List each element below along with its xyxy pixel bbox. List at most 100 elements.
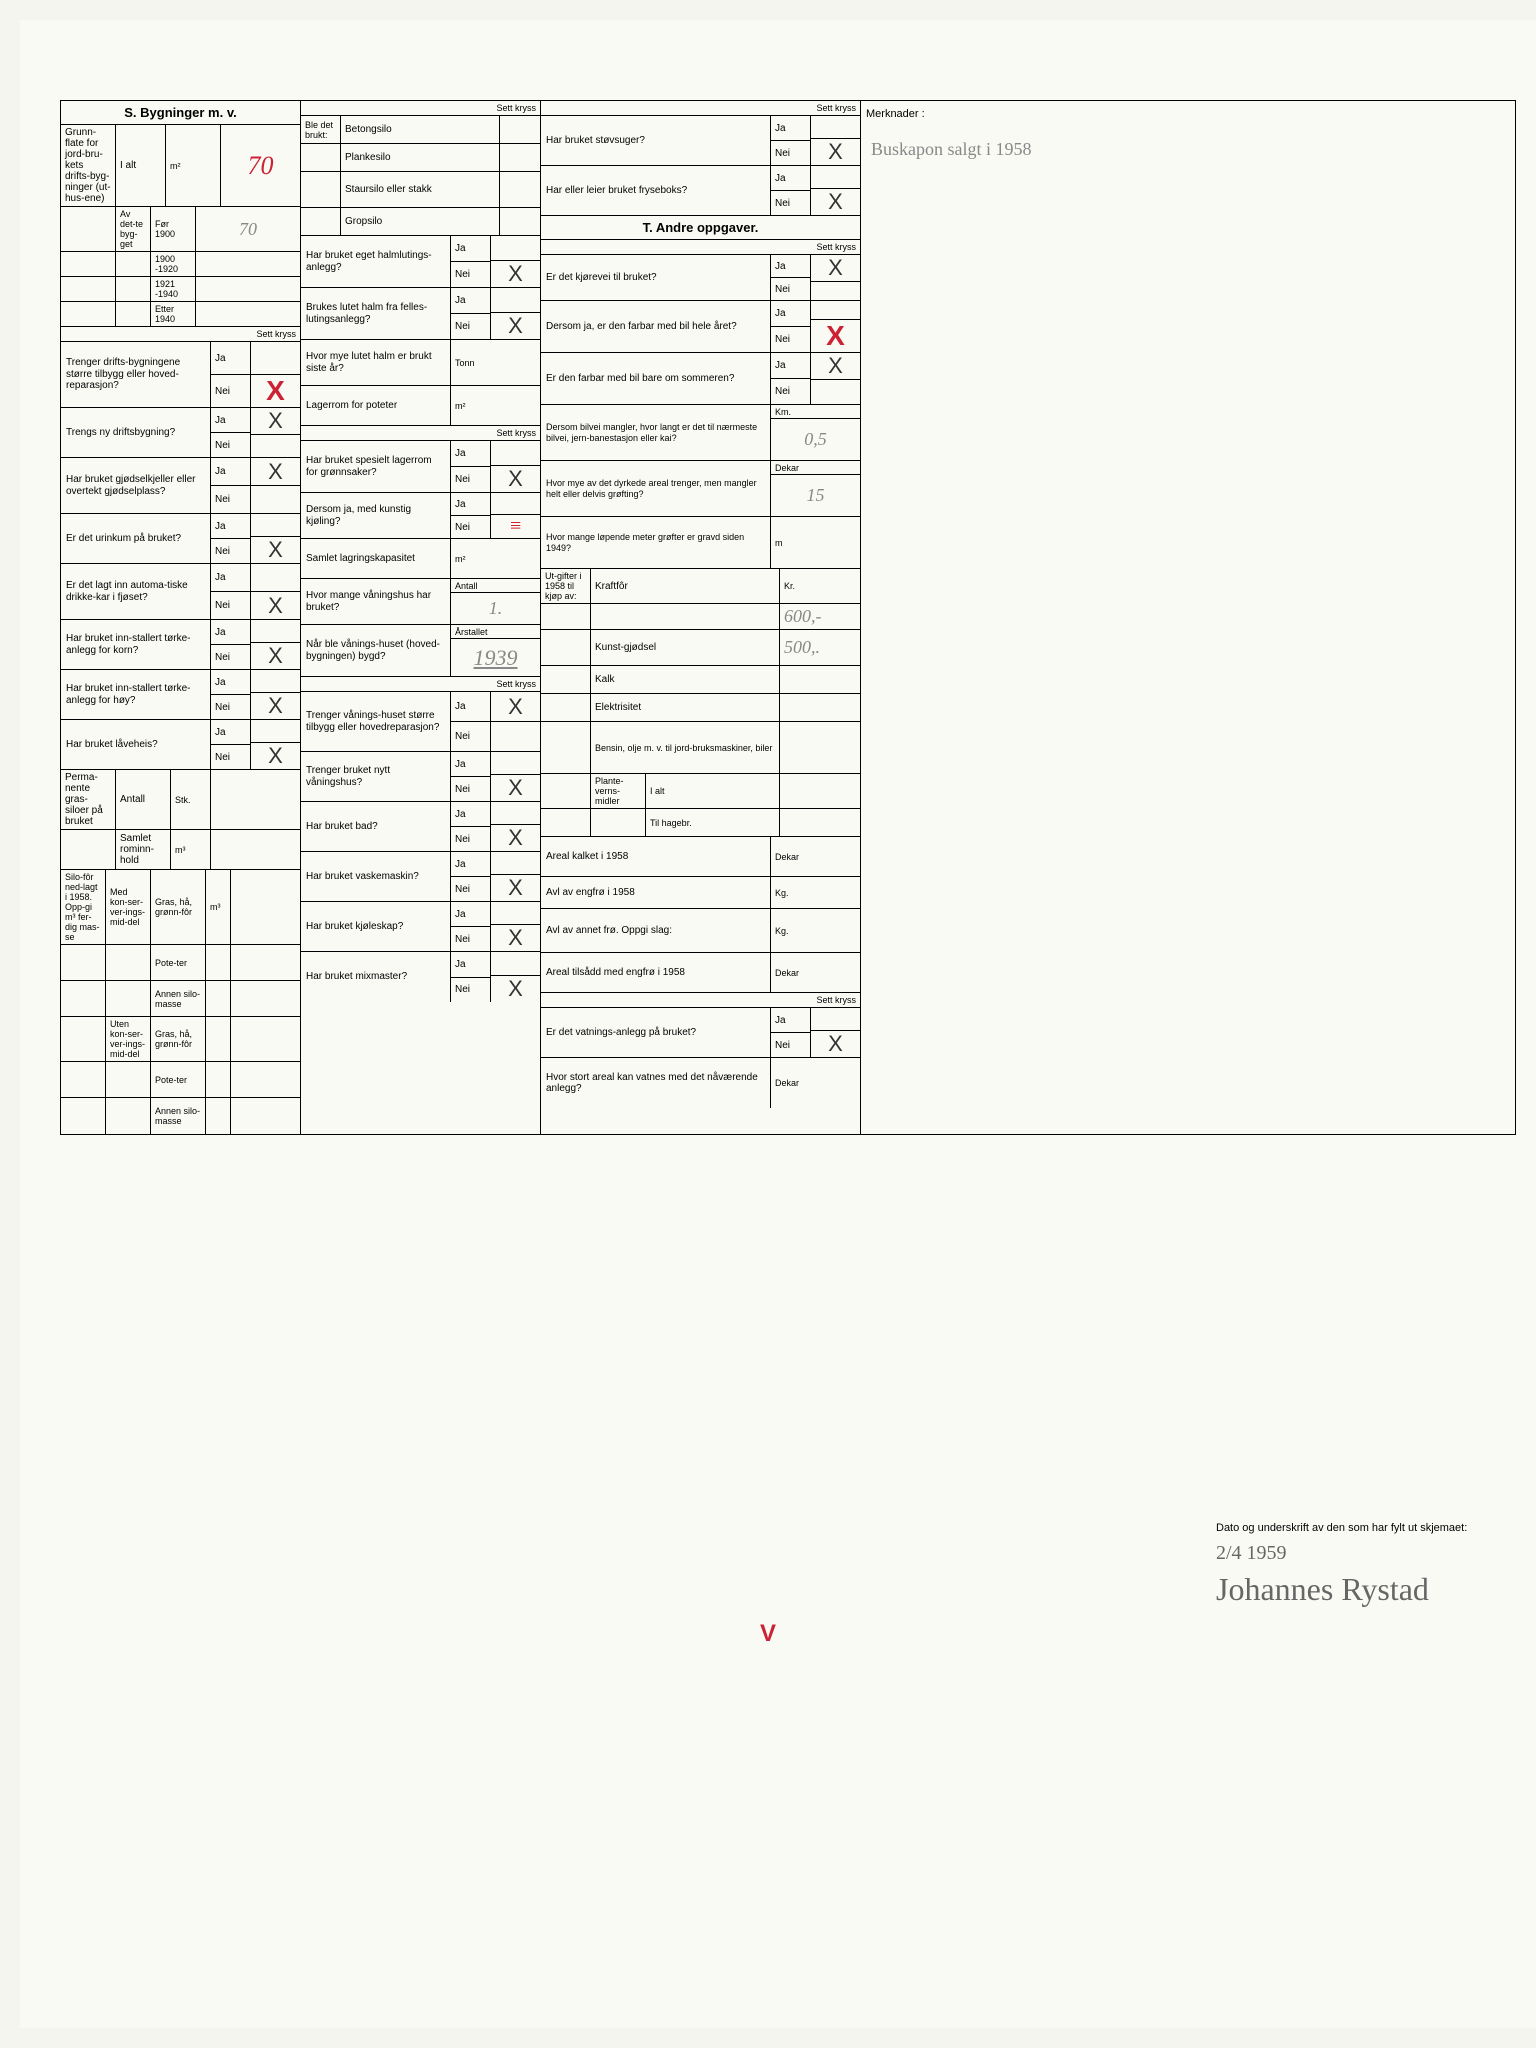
q-farbar-sommer: Er den farbar med bil bare om sommeren? bbox=[541, 353, 770, 404]
nar-bygd-value: 1939 bbox=[451, 639, 540, 676]
form-area: S. Bygninger m. v. Grunn-flate for jord-… bbox=[60, 100, 1516, 1135]
q-laveheis: Har bruket låveheis? bbox=[61, 720, 210, 769]
signature-prompt: Dato og underskrift av den som har fylt … bbox=[1216, 1522, 1496, 1534]
page: S. Bygninger m. v. Grunn-flate for jord-… bbox=[20, 20, 1536, 2028]
q-farbar-bil: Dersom ja, er den farbar med bil hele år… bbox=[541, 301, 770, 352]
nytt-vaningshus-nei: X bbox=[491, 775, 540, 801]
q-urinkum: Er det urinkum på bruket? bbox=[61, 514, 210, 563]
areal-tilsadd: Areal tilsådd med engfrø i 1958 bbox=[541, 953, 770, 992]
q-kjoleskap: Har bruket kjøleskap? bbox=[301, 902, 450, 951]
samlet-lagring: Samlet lagringskapasitet bbox=[301, 539, 450, 578]
kraftfor-kr: 600,- bbox=[780, 604, 860, 629]
nei-label: Nei bbox=[211, 375, 250, 407]
vatnings-nei: X bbox=[811, 1031, 860, 1057]
farbar-bil-nei: X bbox=[811, 320, 860, 352]
q-mixmaster: Har bruket mixmaster? bbox=[301, 952, 450, 1002]
trenger-vanings-ja: X bbox=[491, 692, 540, 722]
laveheis-nei: X bbox=[251, 743, 300, 769]
avl-annet: Avl av annet frø. Oppgi slag: bbox=[541, 909, 770, 952]
kunstgjodsel-kr: 500,. bbox=[780, 630, 860, 665]
q-torke-hoy: Har bruket inn-stallert tørke-anlegg for… bbox=[61, 670, 210, 719]
lutet-halm-nei: X bbox=[491, 313, 540, 339]
bilvei-km: 0,5 bbox=[771, 419, 860, 460]
q-hvor-stort: Hvor stort areal kan vatnes med det nåvæ… bbox=[541, 1058, 770, 1108]
i-alt-label: I alt bbox=[116, 125, 166, 206]
torke-hoy-nei: X bbox=[251, 693, 300, 719]
gjodselkjeller-ja: X bbox=[251, 458, 300, 486]
vaningshus-antall: 1. bbox=[451, 593, 540, 624]
column-mid1: Sett kryss Ble det brukt: Betongsilo Pla… bbox=[301, 101, 541, 1134]
grunnflate-label: Grunn-flate for jord-bru-kets drifts-byg… bbox=[61, 125, 116, 206]
m2-label: m² bbox=[166, 125, 221, 206]
period-1921-1940: 1921 -1940 bbox=[151, 277, 196, 301]
q-torke-korn: Har bruket inn-stallert tørke-anlegg for… bbox=[61, 620, 210, 669]
period-etter-1940: Etter 1940 bbox=[151, 302, 196, 326]
period-1900-1920: 1900 -1920 bbox=[151, 252, 196, 276]
check-mark: V bbox=[760, 1620, 776, 1648]
signature-name: Johannes Rystad bbox=[1216, 1571, 1496, 1608]
signature-date: 2/4 1959 bbox=[1216, 1542, 1496, 1565]
kjoleskap-nei: X bbox=[491, 925, 540, 951]
permanente-grassiloer: Perma-nente gras-siloer på bruket Antall… bbox=[61, 770, 300, 870]
drikkekar-nei: X bbox=[251, 592, 300, 619]
staursilo: Staursilo eller stakk bbox=[341, 172, 500, 207]
mixmaster-nei: X bbox=[491, 976, 540, 1002]
sett-kryss-m1: Sett kryss bbox=[301, 101, 540, 116]
q-lagerrom-gronn: Har bruket spesielt lagerrom for grønnsa… bbox=[301, 441, 450, 492]
for-1900-value: 70 bbox=[196, 207, 300, 251]
merknader-label: Merknader : bbox=[861, 101, 1161, 129]
q-drikkekar: Er det lagt inn automa-tiske drikke-kar … bbox=[61, 564, 210, 619]
q-vatnings: Er det vatnings-anlegg på bruket? bbox=[541, 1008, 770, 1057]
column-merknader: Merknader : Buskapon salgt i 1958 bbox=[861, 101, 1161, 1134]
utgifter-block: Ut-gifter i 1958 til kjøp av: Kraftfôr K… bbox=[541, 569, 860, 837]
q-hvor-mye-lutet: Hvor mye lutet halm er brukt siste år? bbox=[301, 340, 450, 385]
stovsuger-nei: X bbox=[811, 139, 860, 165]
q-bilvei-mangler: Dersom bilvei mangler, hvor langt er det… bbox=[541, 405, 770, 460]
period-for-1900: Før 1900 bbox=[151, 207, 196, 251]
column-t: Sett kryss Har bruket støvsuger? JaNei X… bbox=[541, 101, 861, 1134]
ble-det-brukt: Ble det brukt: bbox=[301, 116, 341, 143]
vaskemaskin-nei: X bbox=[491, 875, 540, 901]
areal-kalket: Areal kalket i 1958 bbox=[541, 837, 770, 876]
fryseboks-nei: X bbox=[811, 189, 860, 215]
section-t-header: T. Andre oppgaver. bbox=[541, 216, 860, 240]
farbar-sommer-ja: X bbox=[811, 353, 860, 380]
av-dette-label: Av det-te byg-get bbox=[116, 207, 151, 251]
q-trenger-vanings: Trenger vånings-huset større tilbygg ell… bbox=[301, 692, 450, 751]
signature-area: Dato og underskrift av den som har fylt … bbox=[1216, 1522, 1496, 1608]
q-trengs-ny: Trengs ny driftsbygning? bbox=[61, 408, 210, 457]
merknader-note: Buskapon salgt i 1958 bbox=[861, 129, 1161, 170]
q-vaskemaskin: Har bruket vaskemaskin? bbox=[301, 852, 450, 901]
q-stovsuger: Har bruket støvsuger? bbox=[541, 116, 770, 165]
i-alt-value: 70 bbox=[221, 125, 300, 206]
torke-korn-nei: X bbox=[251, 643, 300, 669]
section-s-header: S. Bygninger m. v. bbox=[61, 101, 300, 125]
trengs-ny-ja: X bbox=[251, 408, 300, 435]
kunstig-nei: ≡ bbox=[491, 515, 540, 538]
trenger-drifts-nei: X bbox=[251, 375, 300, 407]
avl-engfro: Avl av engfrø i 1958 bbox=[541, 877, 770, 908]
q-lutet-halm: Brukes lutet halm fra felles-lutingsanle… bbox=[301, 288, 450, 339]
lagerrom-gronn-nei: X bbox=[491, 466, 540, 492]
q-nar-bygd: Når ble vånings-huset (hoved-bygningen) … bbox=[301, 625, 450, 676]
ja-label: Ja bbox=[211, 342, 250, 375]
sett-kryss-s1: Sett kryss bbox=[61, 327, 300, 342]
kjorevei-ja: X bbox=[811, 255, 860, 282]
q-gjodselkjeller: Har bruket gjødselkjeller eller overtekt… bbox=[61, 458, 210, 513]
column-s: S. Bygninger m. v. Grunn-flate for jord-… bbox=[61, 101, 301, 1134]
bad-nei: X bbox=[491, 825, 540, 851]
grunnflate-block: Grunn-flate for jord-bru-kets drifts-byg… bbox=[61, 125, 300, 327]
urinkum-nei: X bbox=[251, 537, 300, 563]
silofor-block: Silo-fôr ned-lagt i 1958. Opp-gi m³ fer-… bbox=[61, 870, 300, 1134]
q-nytt-vaningshus: Trenger bruket nytt våningshus? bbox=[301, 752, 450, 801]
betongsilo: Betongsilo bbox=[341, 116, 500, 143]
q-kunstig-kjoling: Dersom ja, med kunstig kjøling? bbox=[301, 493, 450, 538]
q-trenger-drifts: Trenger drifts-bygningene større tilbygg… bbox=[61, 342, 210, 407]
q-vaningshus: Hvor mange våningshus har bruket? bbox=[301, 579, 450, 624]
q-lopende-meter: Hvor mange løpende meter grøfter er grav… bbox=[541, 517, 770, 568]
gropsilo: Gropsilo bbox=[341, 208, 500, 235]
q-bad: Har bruket bad? bbox=[301, 802, 450, 851]
dyrkede-dekar: 15 bbox=[771, 475, 860, 516]
q-dyrkede-areal: Hvor mye av det dyrkede areal trenger, m… bbox=[541, 461, 770, 516]
plankesilo: Plankesilo bbox=[341, 144, 500, 171]
